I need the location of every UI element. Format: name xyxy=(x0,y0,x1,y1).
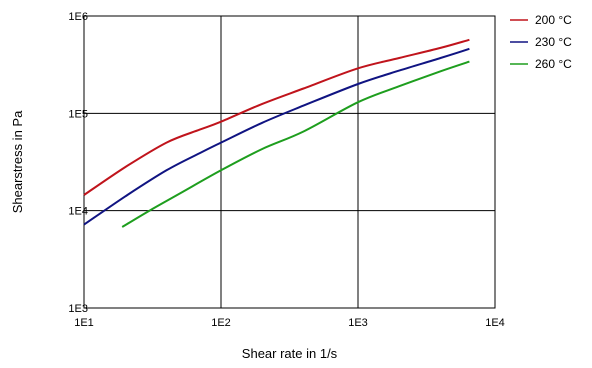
y-tick-label: 1E6 xyxy=(68,11,88,23)
x-tick-label: 1E1 xyxy=(74,317,94,329)
x-tick-label: 1E3 xyxy=(348,317,368,329)
series-line-1 xyxy=(83,47,470,226)
x-tick-label: 1E4 xyxy=(485,317,505,329)
legend-label-2: 260 °C xyxy=(535,57,572,71)
y-tick-label: 1E5 xyxy=(68,108,88,120)
y-tick-label: 1E3 xyxy=(68,303,88,315)
grid xyxy=(84,16,495,308)
x-axis-label: Shear rate in 1/s xyxy=(242,346,338,361)
series-layer xyxy=(83,38,470,228)
plot-frame xyxy=(83,15,496,309)
y-tick-labels: 1E3 1E4 1E5 1E6 xyxy=(68,11,88,315)
x-tick-label: 1E2 xyxy=(211,317,231,329)
legend: 200 °C 230 °C 260 °C xyxy=(510,13,572,71)
legend-label-0: 200 °C xyxy=(535,13,572,27)
y-tick-label: 1E4 xyxy=(68,206,88,218)
legend-label-1: 230 °C xyxy=(535,35,572,49)
y-axis-label: Shearstress in Pa xyxy=(10,110,25,213)
series-line-0 xyxy=(83,38,470,196)
x-tick-labels: 1E1 1E2 1E3 1E4 xyxy=(74,317,505,329)
series-line-2 xyxy=(121,60,470,228)
